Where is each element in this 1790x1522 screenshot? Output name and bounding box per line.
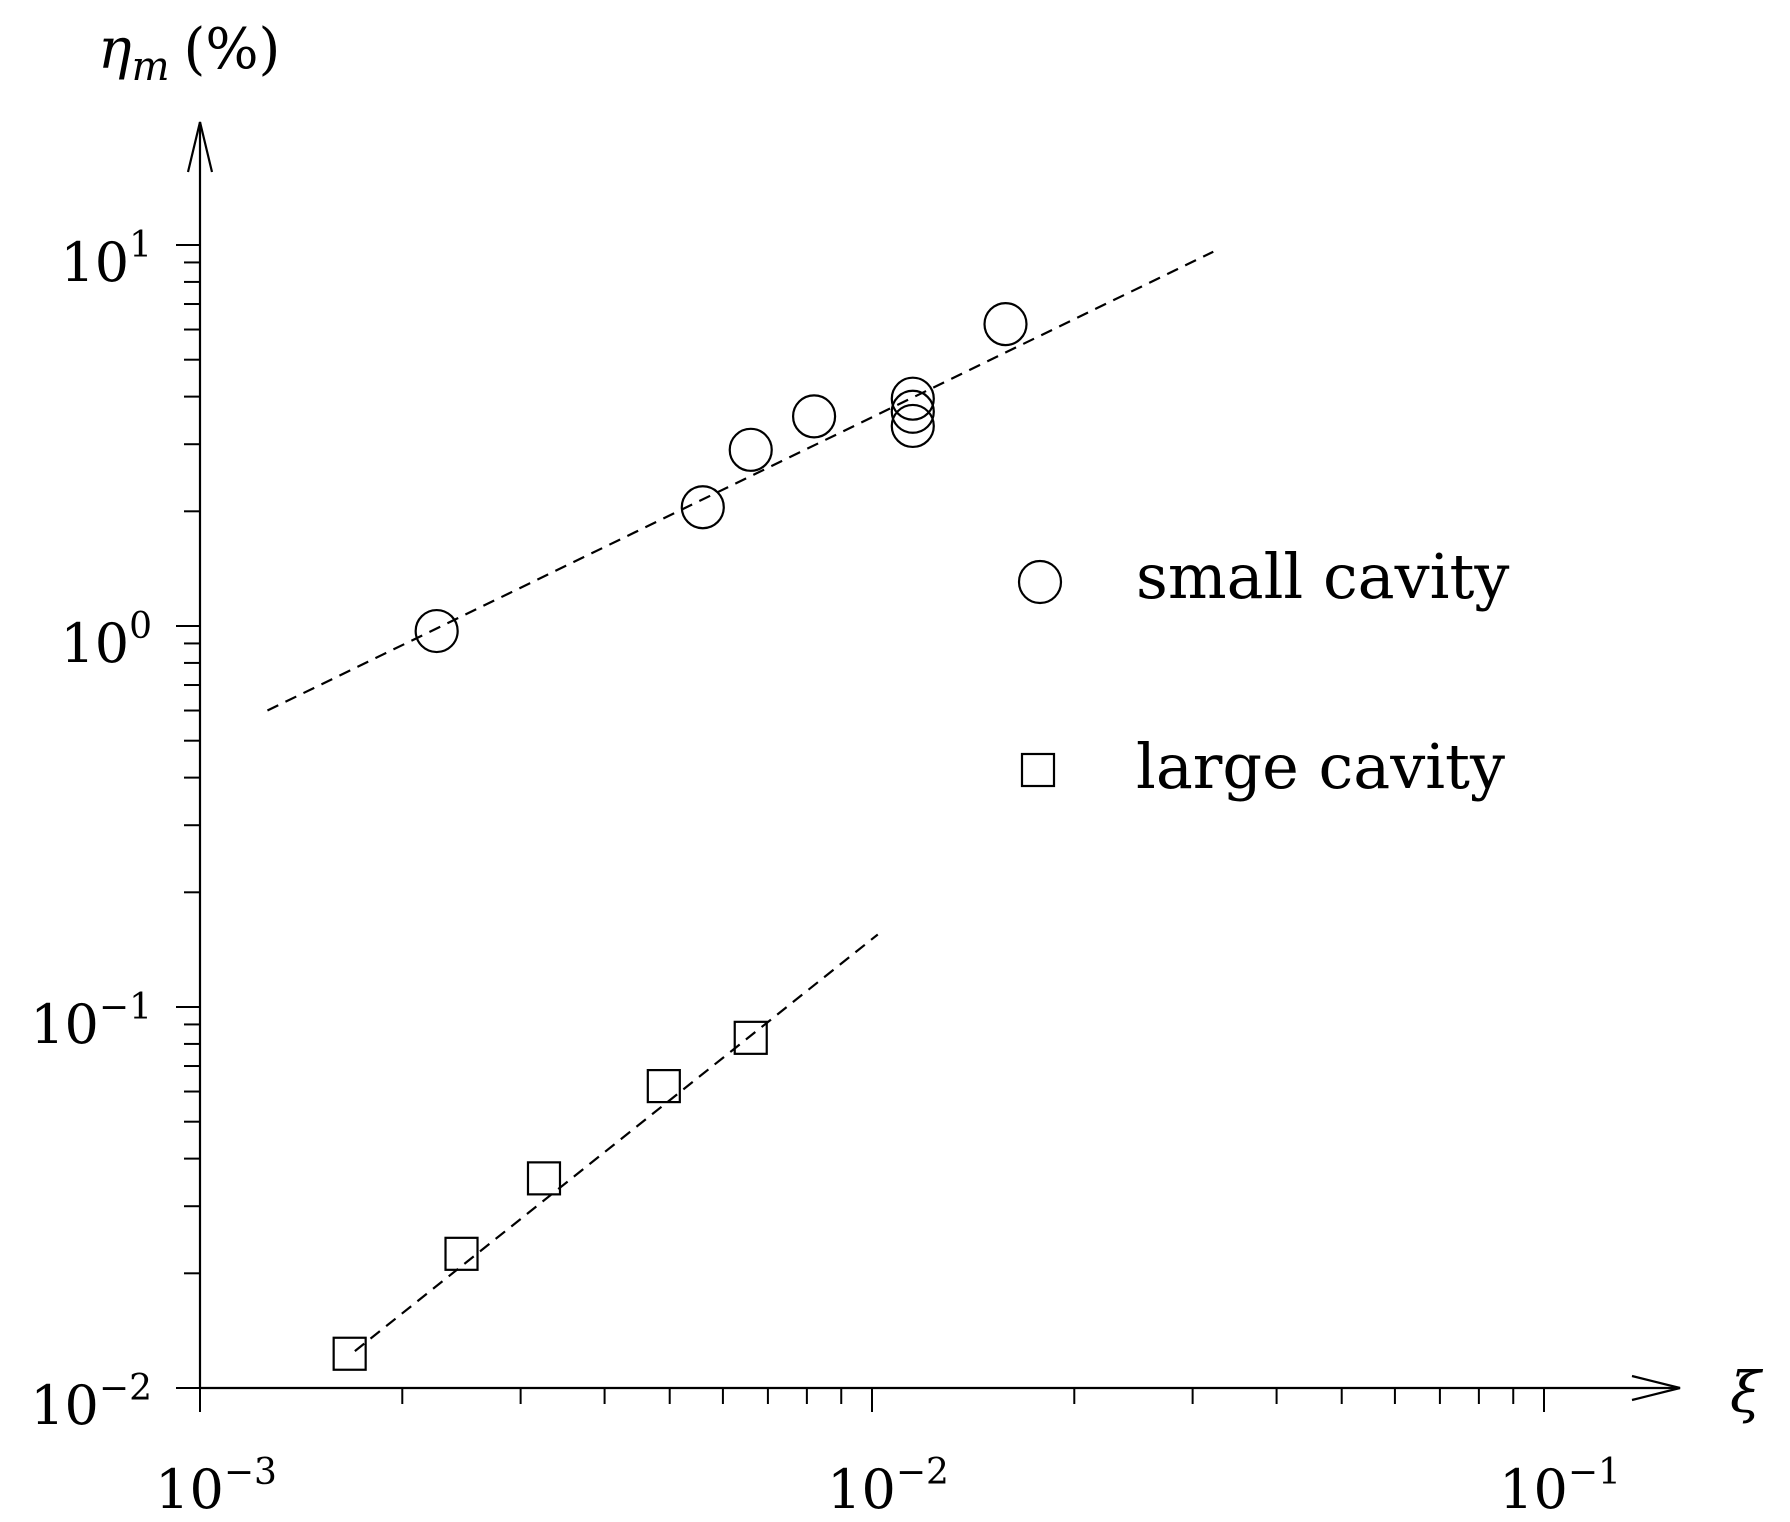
y-axis-label-symbol: η — [98, 17, 132, 82]
data-point-large-cavity — [444, 1236, 479, 1271]
data-point-small-cavity — [414, 608, 459, 654]
x-tick-label-exponent: −1 — [1568, 1452, 1621, 1493]
data-point-small-cavity — [791, 394, 837, 439]
axes — [186, 121, 1681, 1402]
legend-label-large-cavity: large cavity — [1136, 730, 1505, 803]
ticks — [176, 244, 1545, 1412]
y-tick-label: 10−2 — [30, 1368, 152, 1437]
markers — [332, 301, 1028, 1371]
fit-line-large-cavity — [354, 933, 879, 1352]
y-tick-label: 101 — [60, 225, 152, 294]
data-point-large-cavity — [526, 1161, 562, 1196]
data-point-small-cavity — [890, 376, 935, 421]
legend-square-marker — [1020, 752, 1056, 788]
y-tick-label: 10−1 — [30, 987, 152, 1056]
y-tick-label-base: 10 — [30, 1374, 99, 1437]
x-tick-label: 10−2 — [827, 1452, 949, 1521]
legend-label-small-cavity: small cavity — [1136, 540, 1509, 613]
y-axis-label: ηm (%) — [98, 17, 280, 90]
x-axis-arrow — [1631, 1374, 1681, 1402]
y-tick-label-exponent: −1 — [99, 987, 152, 1028]
y-axis-label-subscript: m — [132, 44, 170, 90]
data-point-large-cavity — [332, 1336, 367, 1371]
y-tick-label-base: 10 — [30, 993, 99, 1056]
legend-circle-marker — [1017, 559, 1063, 605]
data-point-small-cavity — [728, 427, 773, 472]
y-axis-label-unit: (%) — [184, 17, 281, 82]
y-tick-label-base: 10 — [60, 612, 129, 675]
x-tick-label-exponent: −3 — [224, 1452, 277, 1493]
x-tick-label: 10−3 — [155, 1452, 277, 1521]
fit-line-small-cavity — [266, 250, 1214, 712]
data-point-large-cavity — [646, 1068, 681, 1104]
data-point-small-cavity — [890, 389, 935, 434]
x-tick-label-base: 10 — [155, 1458, 224, 1521]
y-tick-label-exponent: −2 — [99, 1368, 152, 1409]
data-point-small-cavity — [890, 403, 935, 449]
y-tick-label-exponent: 0 — [129, 606, 152, 647]
x-tick-label-base: 10 — [1499, 1458, 1568, 1521]
x-tick-label: 10−1 — [1499, 1452, 1621, 1521]
y-tick-label: 100 — [60, 606, 152, 675]
x-tick-label-exponent: −2 — [896, 1452, 949, 1493]
legend: small cavity large cavity — [1017, 540, 1509, 803]
y-axis-arrow — [186, 121, 214, 173]
y-tick-label-base: 10 — [60, 231, 129, 294]
data-point-small-cavity — [983, 301, 1028, 347]
data-point-large-cavity — [733, 1020, 768, 1055]
y-tick-label-exponent: 1 — [129, 225, 152, 266]
data-point-small-cavity — [680, 485, 725, 530]
x-tick-label-base: 10 — [827, 1458, 896, 1521]
fit-lines — [266, 250, 1214, 1352]
x-axis-label: ξ — [1730, 1361, 1764, 1426]
